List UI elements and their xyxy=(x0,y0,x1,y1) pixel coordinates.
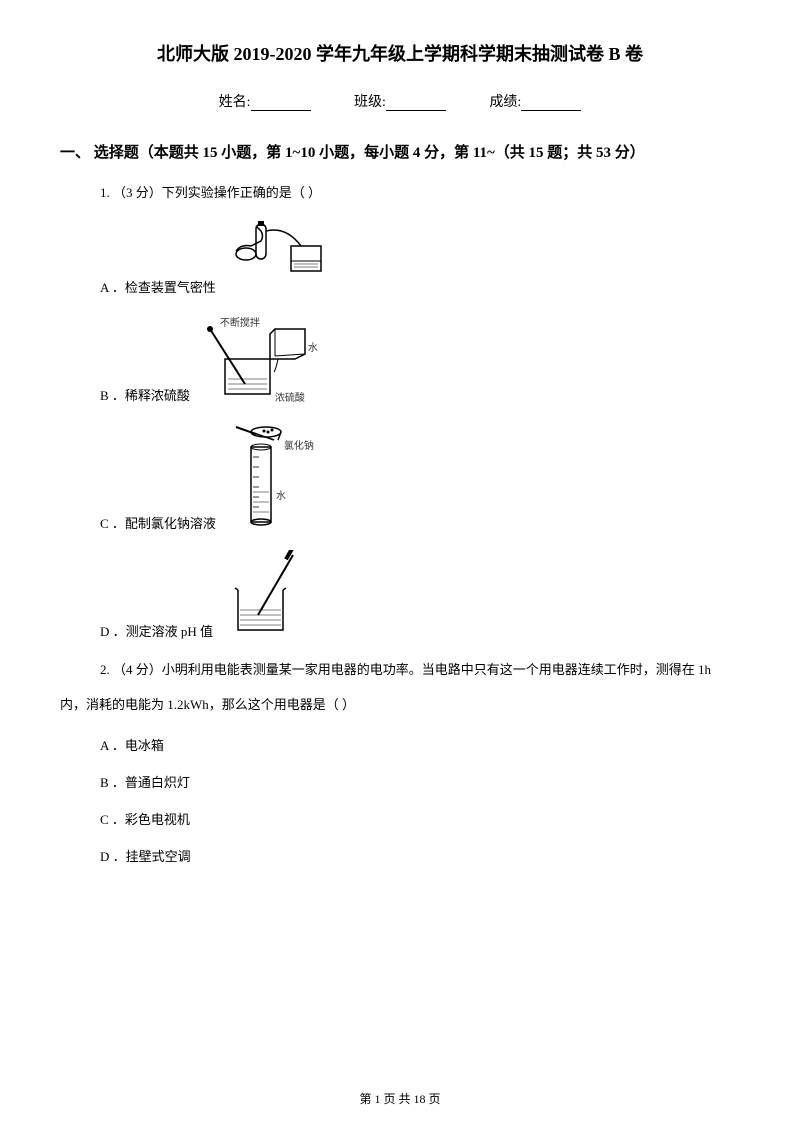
q1-option-c-image: 氯化钠 水 xyxy=(226,422,326,532)
question-2-line1: 2. （4 分）小明利用电能表测量某一家用电器的电功率。当电路中只有这一个用电器… xyxy=(100,658,740,681)
q1-option-b-image: 不断搅拌 水 浓硫酸 xyxy=(200,314,330,404)
q2-option-b: B ．普通白炽灯 xyxy=(100,772,740,791)
q1-option-b: B ．稀释浓硫酸 不断搅拌 水 浓硫酸 xyxy=(100,314,740,404)
name-blank xyxy=(251,97,311,111)
q1-option-a-image xyxy=(226,216,336,296)
q2-option-a: A ．电冰箱 xyxy=(100,735,740,754)
q1-text: 1. （3 分）下列实验操作正确的是（ ） xyxy=(100,182,740,201)
section-number: 一、 xyxy=(60,145,90,161)
q1-c-annotation-nacl: 氯化钠 xyxy=(284,437,314,452)
name-field: 姓名: xyxy=(219,91,311,111)
class-label: 班级: xyxy=(354,95,386,110)
score-field: 成绩: xyxy=(489,91,581,111)
q1-option-c: C ．配制氯化钠溶液 氯化钠 水 xyxy=(100,422,740,532)
q1-option-d-label: D ．测定溶液 pH 值 xyxy=(100,621,213,640)
q2-option-c: C ．彩色电视机 xyxy=(100,809,740,828)
section-title: 选择题（本题共 15 小题，第 1~10 小题，每小题 4 分，第 11~（共 … xyxy=(94,145,645,161)
q1-b-annotation-stir: 不断搅拌 xyxy=(220,314,260,329)
class-blank xyxy=(386,97,446,111)
q1-option-a-label: A ．检查装置气密性 xyxy=(100,277,216,296)
q1-option-d-image xyxy=(223,550,303,640)
question-2-line2: 内，消耗的电能为 1.2kWh，那么这个用电器是（ ） xyxy=(60,693,740,716)
section-header: 一、 选择题（本题共 15 小题，第 1~10 小题，每小题 4 分，第 11~… xyxy=(60,141,740,162)
name-label: 姓名: xyxy=(219,95,251,110)
q1-b-annotation-water: 水 xyxy=(308,339,318,354)
q1-option-d: D ．测定溶液 pH 值 xyxy=(100,550,740,640)
score-label: 成绩: xyxy=(489,95,521,110)
q1-option-b-label: B ．稀释浓硫酸 xyxy=(100,385,190,404)
exam-title: 北师大版 2019-2020 学年九年级上学期科学期末抽测试卷 B 卷 xyxy=(60,40,740,66)
q1-b-annotation-acid: 浓硫酸 xyxy=(275,389,305,404)
q2-option-d: D ．挂壁式空调 xyxy=(100,846,740,865)
class-field: 班级: xyxy=(354,91,446,111)
student-info-line: 姓名: 班级: 成绩: xyxy=(60,91,740,111)
q1-option-a: A ．检查装置气密性 xyxy=(100,216,740,296)
score-blank xyxy=(521,97,581,111)
q1-c-annotation-water: 水 xyxy=(276,487,286,502)
page-footer: 第 1 页 共 18 页 xyxy=(0,1090,800,1107)
question-1: 1. （3 分）下列实验操作正确的是（ ） xyxy=(100,182,740,201)
q1-option-c-label: C ．配制氯化钠溶液 xyxy=(100,513,216,532)
